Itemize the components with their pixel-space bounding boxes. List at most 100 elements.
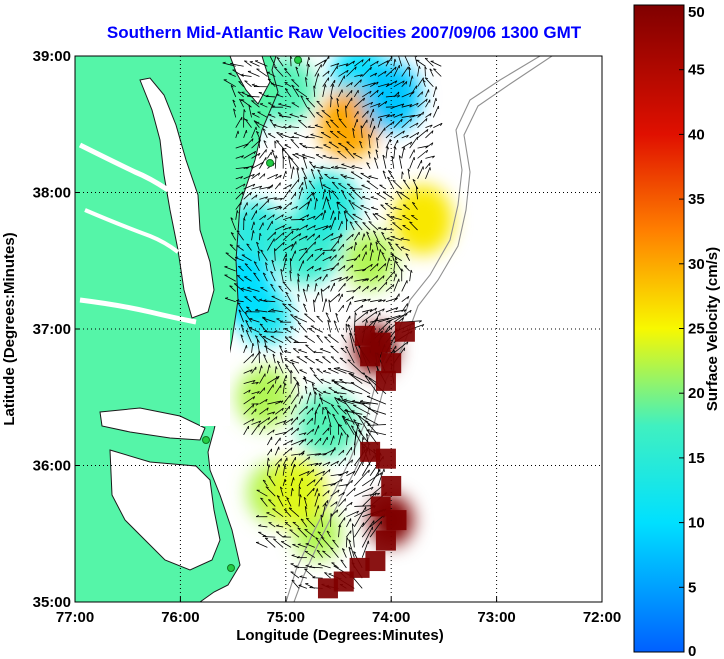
velocity-arrow xyxy=(298,450,305,456)
velocity-arrow-head xyxy=(361,305,364,309)
velocity-arrow xyxy=(315,154,323,159)
velocity-arrow xyxy=(274,366,277,374)
velocity-arrow-head xyxy=(253,120,257,123)
velocity-arrow-head xyxy=(299,575,303,578)
velocity-arrow xyxy=(251,100,260,108)
velocity-arrow xyxy=(285,365,292,374)
velocity-arrow xyxy=(240,334,245,343)
velocity-arrow xyxy=(324,336,331,343)
velocity-arrow xyxy=(258,333,268,343)
velocity-arrow xyxy=(237,91,244,98)
velocity-arrow xyxy=(314,493,320,507)
velocity-arrow-head xyxy=(274,330,278,333)
velocity-arrow-head xyxy=(268,417,271,421)
velocity-arrow xyxy=(251,366,257,374)
velocity-arrow-head xyxy=(360,79,362,83)
velocity-arrow xyxy=(361,472,383,487)
velocity-arrow xyxy=(243,389,251,395)
velocity-arrow-head xyxy=(346,537,349,541)
velocity-arrow xyxy=(297,383,300,394)
velocity-arrow-head xyxy=(284,464,287,468)
velocity-arrow-head xyxy=(345,418,349,420)
velocity-arrow xyxy=(330,547,339,558)
velocity-arrow xyxy=(263,331,276,333)
velocity-arrow-head xyxy=(348,539,352,543)
velocity-arrow-head xyxy=(351,264,354,268)
velocity-arrow xyxy=(331,562,339,569)
velocity-arrow-head xyxy=(336,108,340,112)
velocity-arrow xyxy=(425,113,432,118)
velocity-arrow-head xyxy=(376,275,379,279)
velocity-arrow xyxy=(409,269,412,282)
velocity-arrow-head xyxy=(386,60,389,64)
velocity-arrow-head xyxy=(377,103,381,106)
velocity-arrow-head xyxy=(350,90,353,94)
velocity-arrow-head xyxy=(366,162,370,165)
velocity-arrow-head xyxy=(350,502,353,506)
velocity-arrow xyxy=(312,192,316,200)
velocity-arrow-head xyxy=(329,424,332,428)
velocity-arrow-head xyxy=(319,267,322,271)
velocity-arrow-head xyxy=(307,125,311,128)
velocity-arrow-head xyxy=(353,487,356,491)
velocity-arrow-head xyxy=(237,91,241,93)
velocity-arrow-head xyxy=(345,148,349,150)
velocity-arrow-head xyxy=(253,272,257,275)
velocity-arrow-head xyxy=(348,193,352,195)
velocity-arrow xyxy=(377,315,401,323)
velocity-arrow xyxy=(341,548,347,558)
velocity-arrow-head xyxy=(319,276,322,280)
velocity-arrow-head xyxy=(276,140,280,142)
velocity-arrow xyxy=(274,446,280,456)
velocity-arrow xyxy=(282,418,294,425)
velocity-arrow xyxy=(282,201,292,210)
velocity-arrow-head xyxy=(285,88,289,91)
velocity-arrow xyxy=(306,56,310,67)
velocity-arrow-head xyxy=(301,167,305,170)
velocity-arrow xyxy=(401,280,408,292)
heatmap-cell xyxy=(375,370,396,391)
velocity-arrow-head xyxy=(304,506,308,509)
velocity-arrow xyxy=(393,257,396,272)
velocity-arrow-head xyxy=(243,109,246,113)
velocity-arrow xyxy=(224,297,236,303)
velocity-arrow-head xyxy=(313,350,317,353)
velocity-arrow xyxy=(309,566,323,569)
velocity-arrow-head xyxy=(316,549,320,552)
velocity-arrow xyxy=(415,186,418,200)
velocity-arrow xyxy=(284,144,292,149)
velocity-arrow-head xyxy=(246,243,250,246)
velocity-arrow-head xyxy=(366,433,369,437)
velocity-arrow-head xyxy=(392,121,395,125)
velocity-arrow xyxy=(268,114,276,118)
velocity-arrow-head xyxy=(313,479,316,483)
velocity-arrow-head xyxy=(297,527,301,530)
velocity-arrow-head xyxy=(299,114,303,117)
velocity-arrow xyxy=(253,261,260,272)
velocity-arrow-head xyxy=(375,149,379,153)
velocity-arrow xyxy=(334,166,347,170)
velocity-arrow-head xyxy=(303,176,307,180)
velocity-arrow xyxy=(251,420,261,425)
velocity-arrow xyxy=(369,242,372,251)
velocity-arrow xyxy=(338,75,345,87)
velocity-arrow xyxy=(338,507,347,517)
velocity-arrow-head xyxy=(422,111,425,115)
velocity-arrow xyxy=(253,272,260,282)
velocity-arrow-head xyxy=(252,183,256,187)
velocity-arrow xyxy=(417,166,424,180)
velocity-arrow xyxy=(275,400,284,405)
velocity-arrow xyxy=(387,176,395,190)
albemarle-sound xyxy=(99,407,206,441)
velocity-arrow-head xyxy=(339,277,342,280)
velocity-arrow-head xyxy=(385,281,388,285)
velocity-arrow xyxy=(298,214,309,221)
velocity-arrow xyxy=(402,215,410,221)
velocity-arrow xyxy=(346,233,354,241)
velocity-arrow xyxy=(322,155,331,159)
velocity-arrow-head xyxy=(392,222,396,224)
velocity-arrow-head xyxy=(237,302,241,305)
velocity-arrow xyxy=(417,91,423,98)
velocity-arrow xyxy=(310,134,323,139)
velocity-arrow xyxy=(284,88,292,98)
